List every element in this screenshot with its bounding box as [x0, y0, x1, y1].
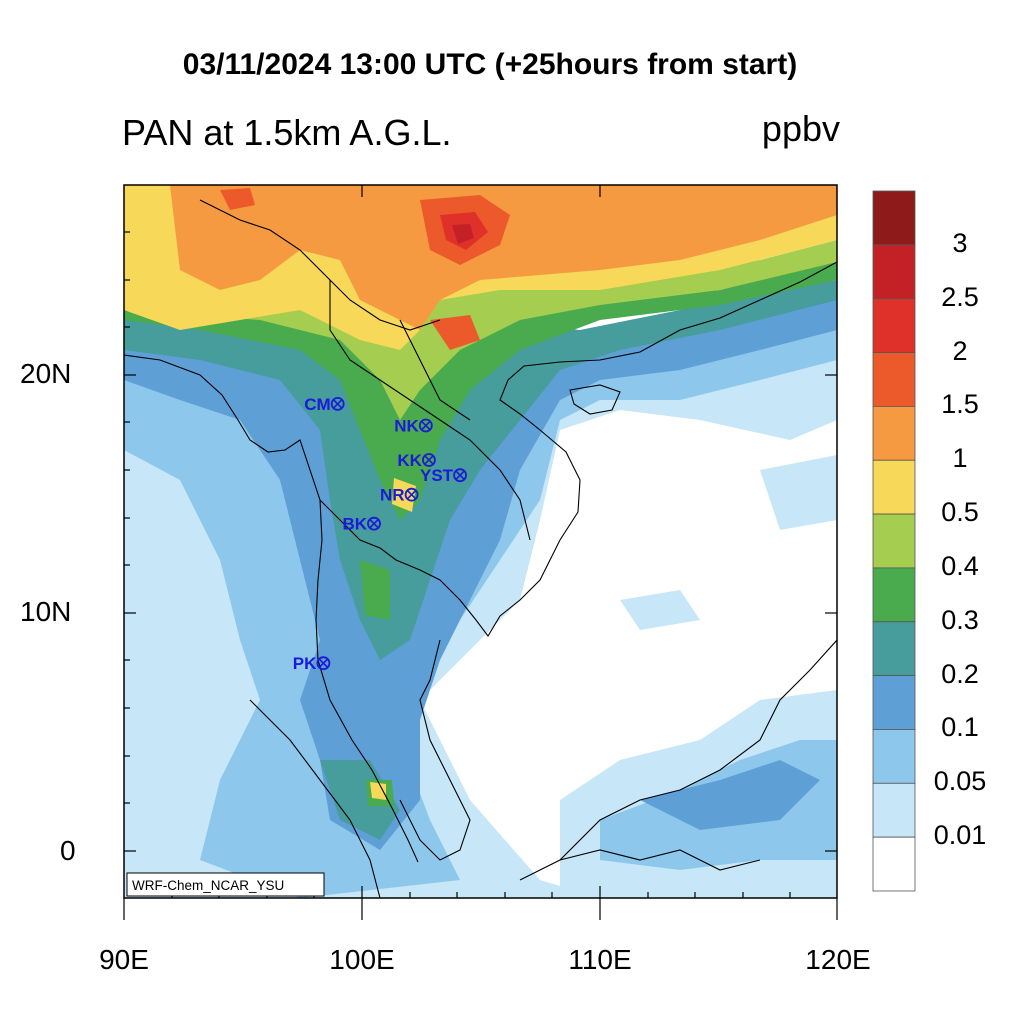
colorbar-swatch — [872, 621, 916, 677]
colorbar-level-label: 0.2 — [941, 658, 979, 689]
colorbar-level-label: 0.1 — [941, 712, 979, 743]
model-stamp-box — [126, 872, 325, 897]
pan-concentration-field — [124, 185, 837, 898]
colorbar-swatch — [872, 782, 916, 838]
station-marker-icon — [418, 418, 433, 433]
station-cross-icon — [455, 470, 465, 480]
colorbar-level-label: 0.3 — [941, 604, 979, 635]
station-label: BK — [342, 515, 367, 534]
colorbar-swatch — [872, 567, 916, 623]
station-label: YST — [420, 466, 454, 485]
colorbar-level-label: 0.5 — [941, 497, 979, 528]
station-label: PK — [293, 654, 317, 673]
colorbar-swatch — [872, 244, 916, 300]
units-label: ppbv — [761, 108, 840, 149]
station-pk: PK — [293, 654, 331, 673]
station-marker-icon — [422, 453, 436, 467]
colorbar-swatch — [872, 836, 916, 892]
station-marker-icon — [316, 656, 331, 671]
station-cross-icon — [333, 399, 343, 409]
map-title: 03/11/2024 13:00 UTC (+25hours from star… — [182, 48, 798, 81]
station-marker-icon — [367, 516, 381, 531]
colorbar-level-label: 0.4 — [941, 550, 979, 581]
station-bk: BK — [342, 515, 381, 534]
station-kk: KK — [397, 451, 436, 470]
station-label: CM — [304, 395, 330, 414]
model-stamp: WRF-Chem_NCAR_YSU — [132, 878, 284, 893]
station-nk: NK — [394, 417, 433, 436]
colorbar-swatch — [872, 675, 916, 730]
coastlines-and-borders — [124, 199, 837, 898]
lat-label-0: 0 — [60, 835, 76, 866]
colorbar-swatch — [872, 459, 916, 515]
station-cross-icon — [407, 490, 417, 500]
station-marker-icon — [404, 487, 419, 502]
station-label: NR — [380, 486, 405, 505]
map-frame — [123, 184, 838, 899]
station-label: KK — [397, 451, 422, 470]
colorbar-level-label: 1 — [952, 443, 968, 474]
colorbar-swatch — [872, 190, 916, 246]
colorbar-level-label: 2.5 — [941, 281, 979, 312]
station-yst: YST — [420, 466, 467, 485]
lon-label-120e: 120E — [805, 944, 871, 975]
station-cm: CM — [304, 395, 345, 414]
colorbar-level-label: 0.05 — [933, 766, 987, 797]
station-cross-icon — [318, 658, 328, 668]
colorbar-swatch — [872, 298, 916, 353]
lon-label-100e: 100E — [329, 944, 395, 975]
station-marker-icon — [453, 468, 467, 483]
colorbar-swatch — [872, 352, 916, 407]
colorbar-level-label: 0.01 — [933, 820, 987, 851]
variable-subtitle: PAN at 1.5km A.G.L. — [122, 112, 452, 153]
colorbar-swatch — [872, 405, 916, 461]
colorbar-level-label: 2 — [952, 335, 968, 366]
colorbar-swatch — [872, 729, 916, 784]
station-cross-icon — [369, 519, 379, 529]
station-marker-icon — [330, 396, 345, 411]
station-cross-icon — [424, 455, 434, 465]
lat-label-10n: 10N — [20, 596, 72, 627]
station-nr: NR — [380, 486, 419, 505]
colorbar-level-label: 3 — [952, 227, 968, 258]
colorbar-swatch — [872, 513, 916, 569]
colorbar-level-label: 1.5 — [941, 389, 979, 420]
station-cross-icon — [421, 420, 431, 431]
lon-label-90e: 90E — [99, 944, 149, 975]
lat-label-20n: 20N — [20, 358, 72, 389]
lon-label-110e: 110E — [568, 944, 632, 975]
station-label: NK — [394, 417, 419, 436]
colorbar — [872, 190, 916, 892]
